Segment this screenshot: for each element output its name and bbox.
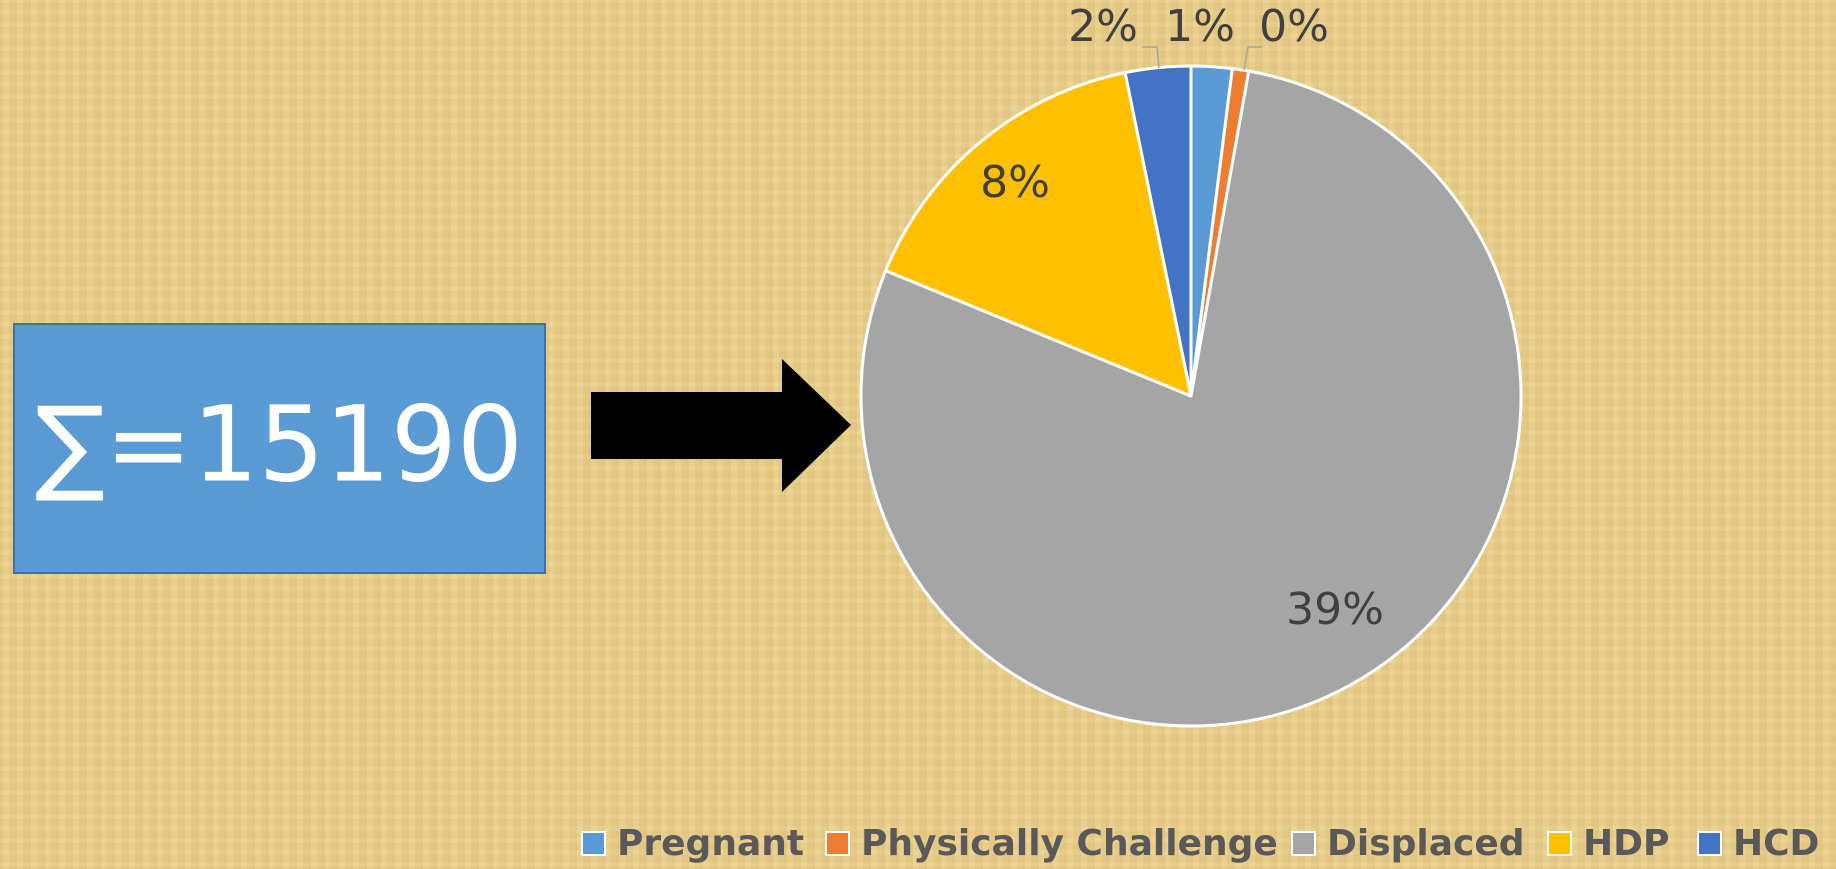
legend-swatch	[825, 831, 850, 856]
legend-label: HDP	[1583, 823, 1669, 864]
legend-swatch	[1697, 831, 1722, 856]
legend-swatch	[581, 831, 606, 856]
legend-swatch	[1547, 831, 1572, 856]
data-label: 39%	[1286, 584, 1384, 635]
legend: Pregnant Physically Challenge Displaced HDP…	[581, 823, 1819, 864]
data-labels: 1% 0% 39% 8% 2%	[980, 1, 1384, 635]
pie-slice	[1123, 64, 1193, 398]
leader-line	[1142, 46, 1160, 69]
pie-slice	[884, 71, 1193, 398]
legend-swatch	[1291, 831, 1316, 856]
data-label: 2%	[1068, 1, 1138, 52]
legend-label: HCD	[1733, 823, 1819, 864]
leader-line	[1243, 46, 1262, 71]
data-label: 8%	[980, 157, 1050, 208]
data-label: 1%	[1165, 1, 1235, 52]
pie	[859, 64, 1523, 728]
sum-box	[13, 323, 546, 574]
arrow	[591, 359, 851, 492]
data-label: 0%	[1259, 1, 1329, 52]
legend-label: Physically Challenge	[861, 823, 1278, 864]
sum-text: ∑=15190	[35, 383, 523, 505]
pie-slice	[859, 69, 1523, 728]
legend-label: Pregnant	[617, 823, 804, 864]
legend-label: Displaced	[1327, 823, 1525, 864]
